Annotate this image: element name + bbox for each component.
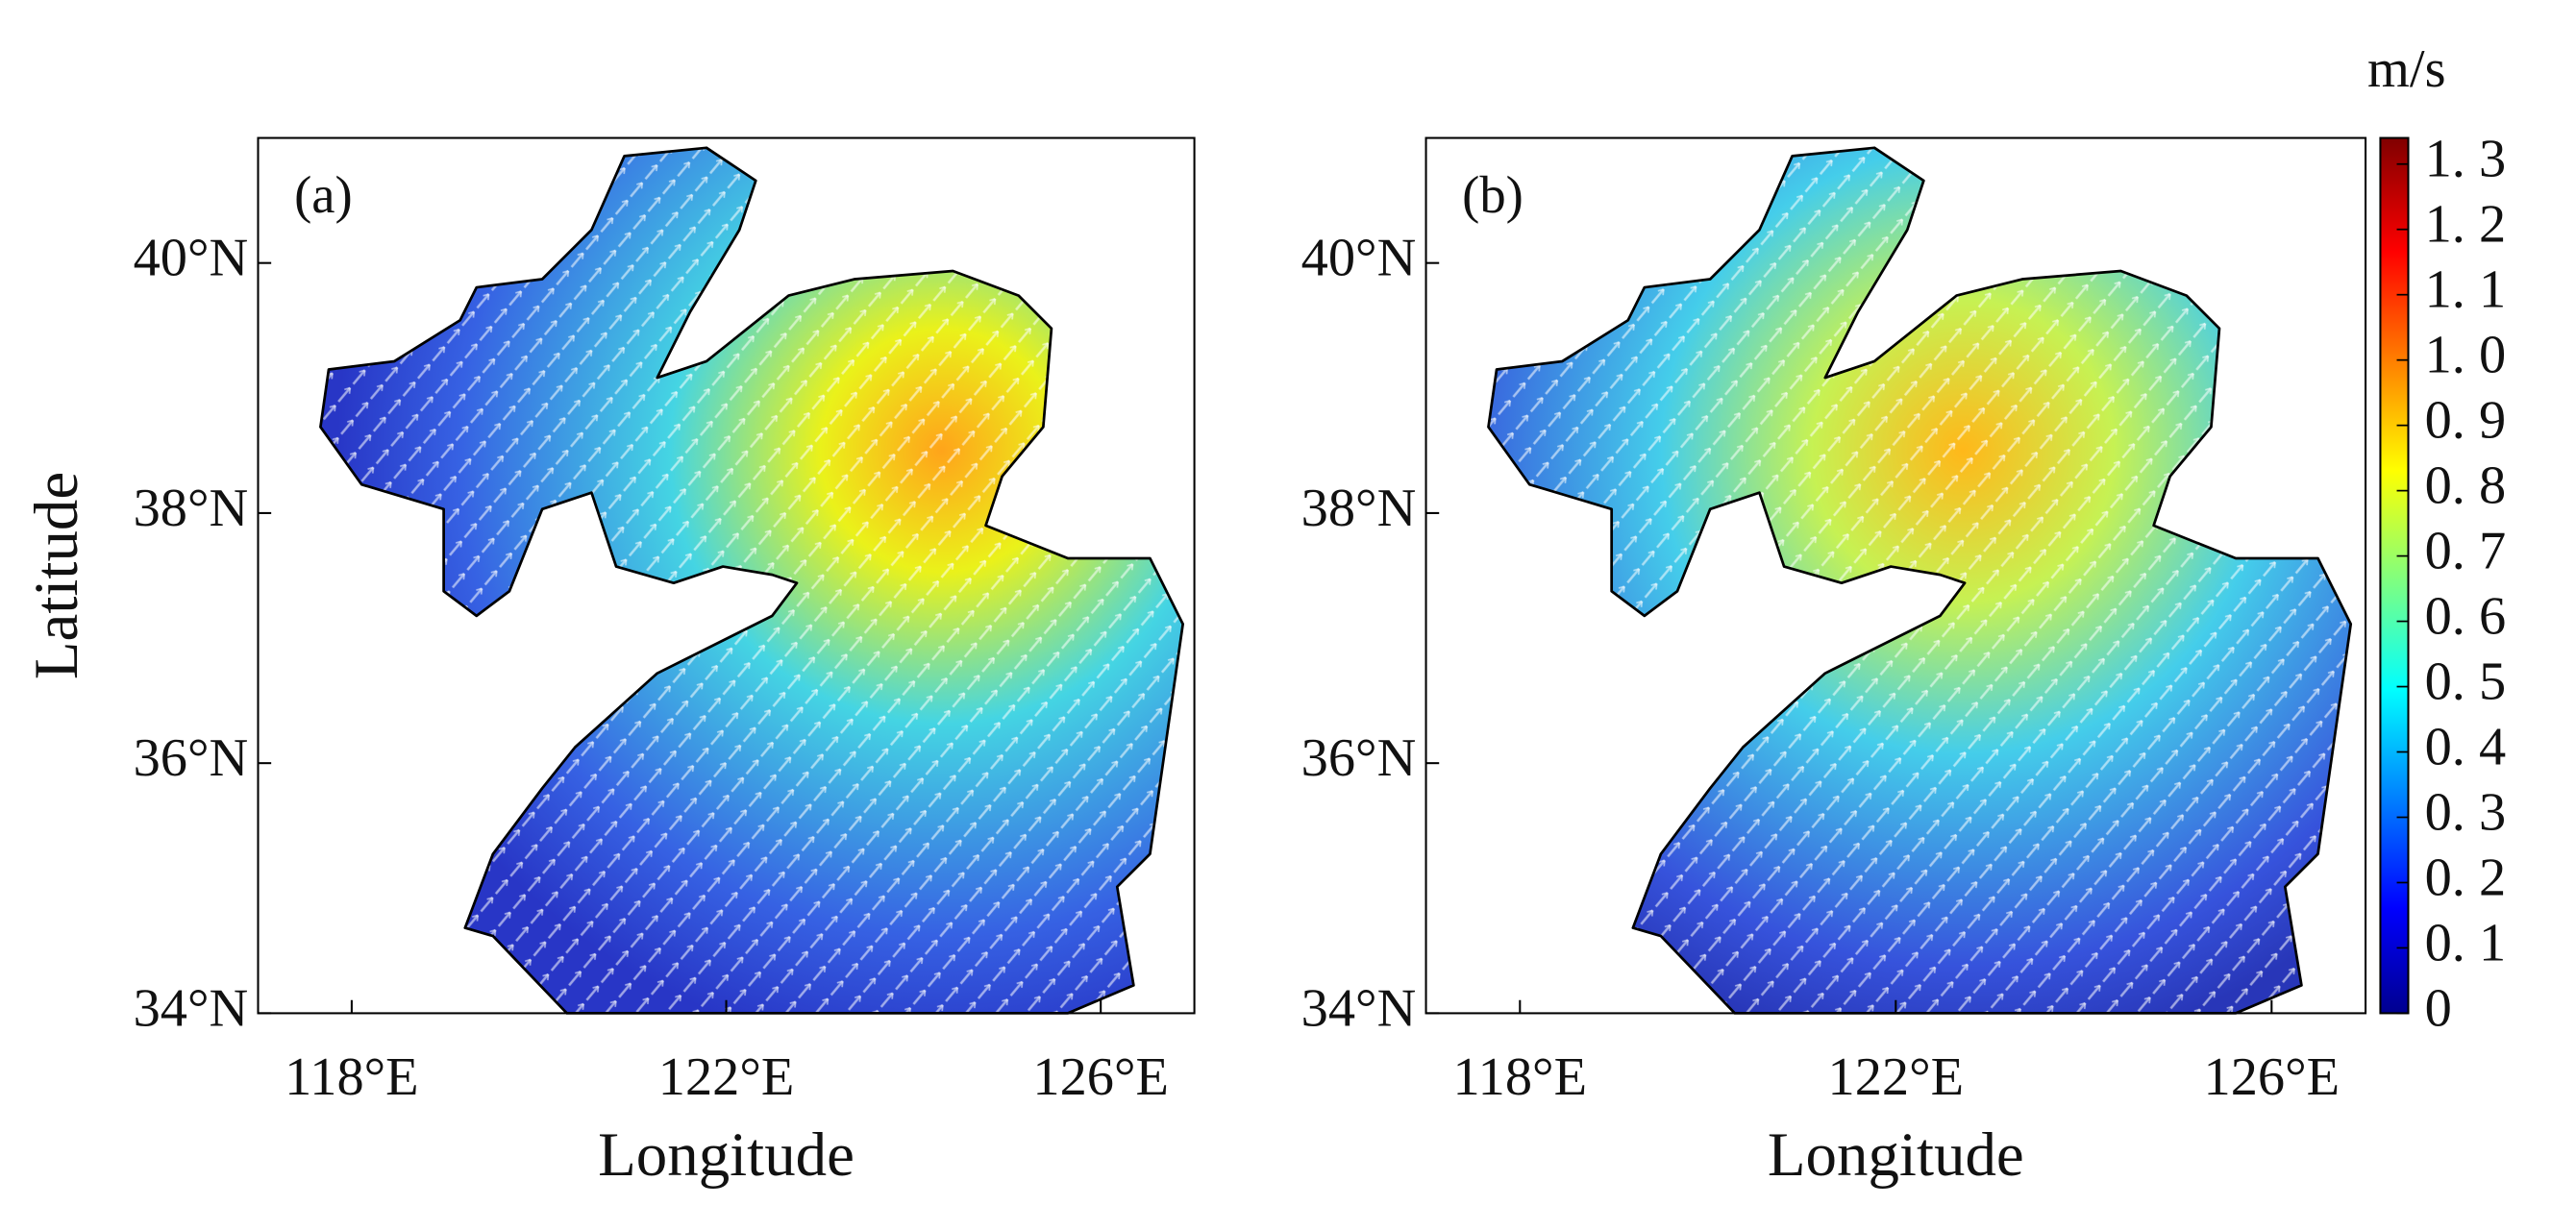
y-axis-label: Latitude bbox=[22, 472, 91, 679]
y-tick-label: 36°N bbox=[1301, 728, 1417, 788]
colorbar-tick-label: 0. 2 bbox=[2425, 848, 2507, 907]
colorbar-tick-label: 1. 3 bbox=[2425, 130, 2507, 189]
coastline bbox=[1487, 146, 2353, 1015]
x-axis-label: Longitude bbox=[598, 1120, 855, 1190]
colorbar-tick-label: 0. 3 bbox=[2425, 782, 2507, 842]
colorbar-tick-label: 0 bbox=[2425, 978, 2452, 1038]
current-arrows bbox=[320, 147, 1183, 1014]
panels: 118°E 122°E 126°E 34°N 36°N 38°N 40°N (a) Longit… bbox=[22, 136, 2367, 1190]
colorbar: m/s 0 0. 1 0. 2 0. 3 0. 4 0. 50. 6 0. 7 0. 80. … bbox=[2367, 39, 2506, 1039]
y-tick-label: 34°N bbox=[1301, 978, 1417, 1038]
colorbar-tick-label: 0. 7 bbox=[2425, 522, 2507, 581]
y-tick-label: 40°N bbox=[1301, 229, 1417, 288]
y-tick-label: 38°N bbox=[1301, 479, 1417, 538]
y-tick-label: 34°N bbox=[134, 978, 249, 1038]
y-tick-label: 40°N bbox=[134, 229, 249, 288]
y-tick-label: 36°N bbox=[134, 728, 249, 788]
colorbar-tick-label: 0. 9 bbox=[2425, 391, 2507, 451]
panel-label: (b) bbox=[1462, 165, 1523, 224]
colorbar-tick-label: 1. 1 bbox=[2425, 260, 2507, 320]
colorbar-tick-label: 1. 0 bbox=[2425, 326, 2507, 385]
y-tick-label: 38°N bbox=[134, 479, 249, 538]
x-axis-label: Longitude bbox=[1768, 1120, 2024, 1190]
map-panel: 118°E 122°E 126°E 34°N 36°N 38°N 40°N (a) Longit… bbox=[22, 136, 1196, 1190]
colorbar-tick-label: 0. 8 bbox=[2425, 456, 2507, 516]
x-tick-label: 122°E bbox=[1828, 1047, 1965, 1107]
coastline bbox=[319, 146, 1184, 1015]
colorbar-tick-label: 0. 6 bbox=[2425, 587, 2507, 647]
colorbar-tick-label: 0. 1 bbox=[2425, 913, 2507, 972]
x-tick-label: 126°E bbox=[1032, 1047, 1169, 1107]
x-tick-label: 118°E bbox=[1453, 1047, 1587, 1107]
colorbar-tick-label: 0. 5 bbox=[2425, 652, 2507, 711]
current-arrows bbox=[1488, 147, 2351, 1014]
x-tick-label: 118°E bbox=[285, 1047, 418, 1107]
colorbar-label: m/s bbox=[2367, 39, 2445, 99]
map-panel: 118°E 122°E 126°E 34°N 36°N 38°N 40°N (b) Longit… bbox=[1301, 136, 2367, 1190]
colorbar-tick-label: 0. 4 bbox=[2425, 717, 2507, 776]
x-tick-label: 126°E bbox=[2204, 1047, 2341, 1107]
colorbar-ramp bbox=[2379, 136, 2410, 1015]
colorbar-tick-label: 1. 2 bbox=[2425, 195, 2507, 255]
panel-label: (a) bbox=[294, 165, 353, 224]
x-tick-label: 122°E bbox=[658, 1047, 795, 1107]
